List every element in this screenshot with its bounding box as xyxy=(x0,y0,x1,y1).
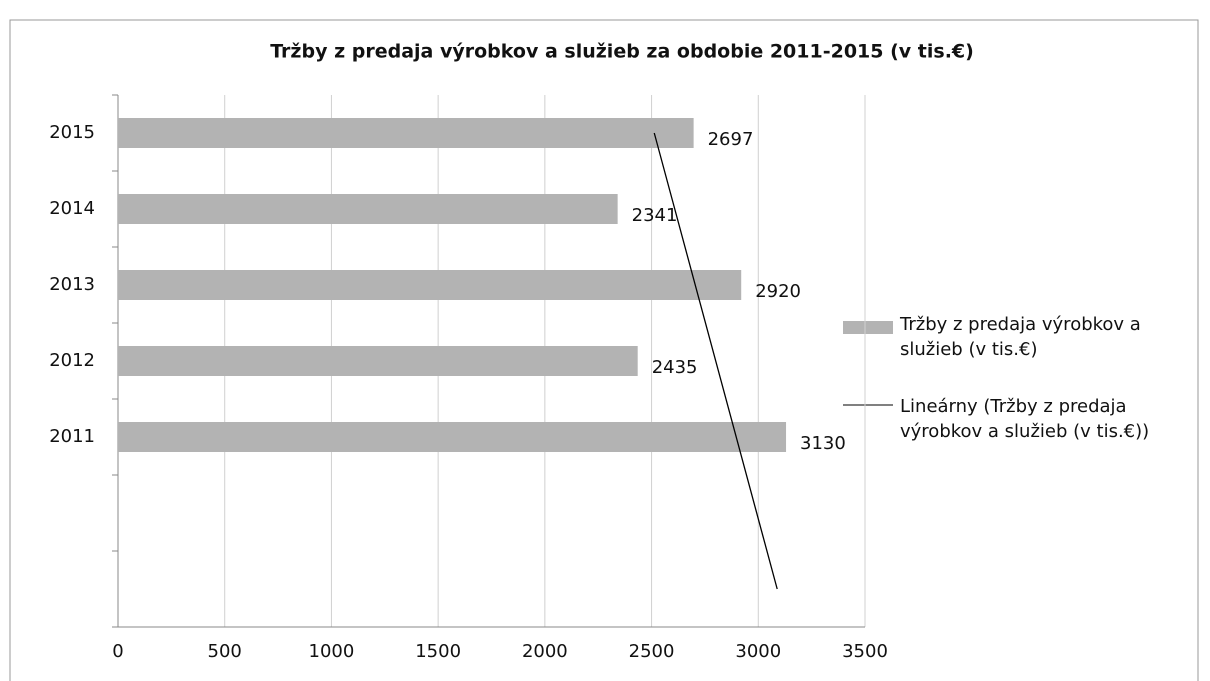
bar xyxy=(118,194,618,224)
bar xyxy=(118,422,787,452)
x-tick-label: 2500 xyxy=(629,641,675,662)
data-label: 2920 xyxy=(755,281,801,302)
x-tick-label: 500 xyxy=(208,641,242,662)
legend-series: Tržby z predaja výrobkov a služieb (v ti… xyxy=(900,314,1141,360)
data-label: 2697 xyxy=(708,129,754,150)
trend-line xyxy=(653,132,778,590)
x-tick-label: 3500 xyxy=(842,641,888,662)
chart-border xyxy=(9,19,1199,681)
chart-title: Tržby z predaja výrobkov a služieb za ob… xyxy=(270,41,974,63)
y-tick-label: 2015 xyxy=(49,122,95,143)
y-tick-label: 2013 xyxy=(49,274,95,295)
y-tick-label: 2011 xyxy=(49,426,95,447)
x-tick-label: 1500 xyxy=(415,641,461,662)
x-tick-label: 2000 xyxy=(522,641,568,662)
legend-bar-swatch xyxy=(843,321,893,334)
legend-trend: Lineárny (Tržby z predaja výrobkov a slu… xyxy=(900,396,1150,442)
y-tick-label: 2012 xyxy=(49,350,95,371)
y-tick-label: 2014 xyxy=(49,198,95,219)
bar xyxy=(118,270,742,300)
bar xyxy=(118,346,638,376)
data-label: 3130 xyxy=(800,433,846,454)
data-label: 2341 xyxy=(632,205,678,226)
x-tick-label: 1000 xyxy=(309,641,355,662)
bar xyxy=(118,118,694,148)
x-tick-label: 0 xyxy=(112,641,123,662)
data-label: 2435 xyxy=(652,357,698,378)
x-tick-label: 3000 xyxy=(735,641,781,662)
